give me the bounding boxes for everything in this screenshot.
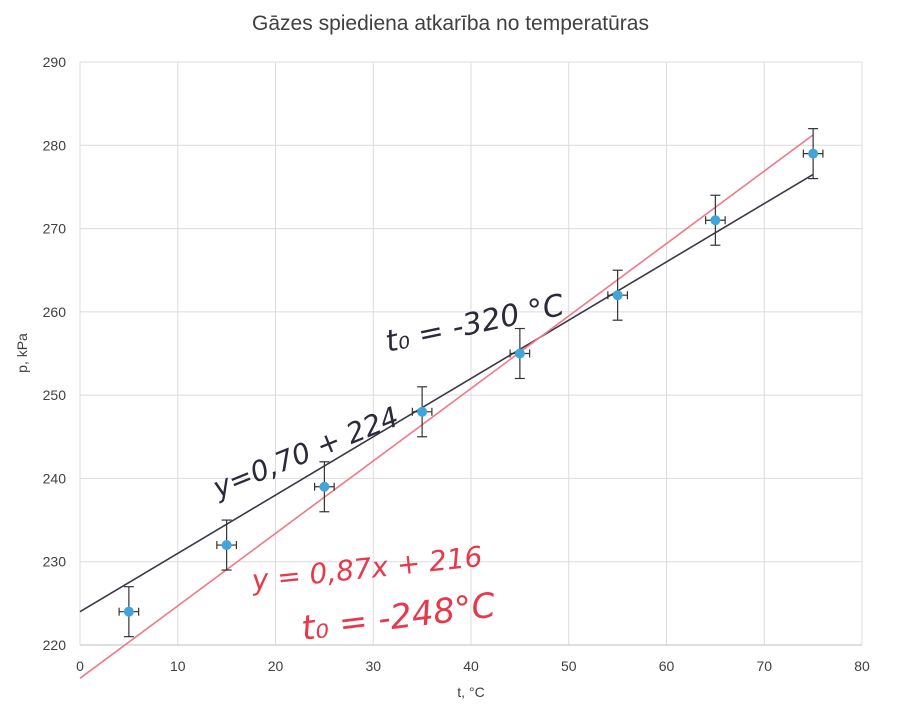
- data-point: [314, 461, 335, 513]
- data-point: [802, 128, 824, 180]
- data-marker: [123, 606, 134, 617]
- data-marker: [319, 481, 330, 492]
- x-tick-label: 10: [170, 658, 186, 674]
- x-tick-label: 40: [463, 658, 479, 674]
- data-marker: [710, 215, 721, 226]
- x-tick-label: 50: [561, 658, 577, 674]
- data-point: [411, 386, 433, 438]
- data-point: [216, 519, 237, 571]
- y-tick-label: 240: [43, 470, 67, 486]
- chart-title: Gāzes spiediena atkarība no temperatūras: [252, 12, 649, 35]
- x-tick-label: 20: [268, 658, 284, 674]
- y-tick-label: 250: [43, 387, 67, 403]
- x-tick-label: 70: [756, 658, 772, 674]
- annotations: y=0,70 + 224 t₀ = -320 °C y = 0,87x + 216t…: [207, 288, 567, 649]
- x-tick-label: 60: [659, 658, 675, 674]
- fit-line: [79, 134, 814, 679]
- x-tick-label: 80: [854, 658, 870, 674]
- y-tick-label: 280: [43, 137, 67, 153]
- data-marker: [808, 148, 819, 159]
- handwritten-annotation: t₀ = -248°C: [299, 585, 498, 648]
- x-axis-label: t, °C: [457, 684, 484, 700]
- y-tick-label: 270: [43, 221, 67, 237]
- grid: [79, 61, 863, 646]
- tick-labels: 220 230 240 250 260 270 280 290 0 10 20 30 40 50 60 70 8…: [43, 54, 870, 674]
- y-tick-label: 260: [43, 304, 67, 320]
- data-marker: [514, 348, 525, 359]
- handwritten-annotation: t₀ = -320 °C: [382, 288, 567, 360]
- x-tick-label: 30: [365, 658, 381, 674]
- data-marker: [417, 406, 428, 417]
- y-tick-label: 220: [43, 637, 67, 653]
- fit-lines: [79, 134, 814, 679]
- y-tick-label: 290: [43, 54, 67, 70]
- data-point: [118, 586, 140, 638]
- data-points: [118, 128, 824, 638]
- fit-line: [79, 173, 814, 613]
- data-point: [607, 269, 629, 321]
- handwritten-annotation: y=0,70 + 224: [207, 400, 403, 505]
- data-marker: [221, 540, 232, 551]
- handwritten-annotation: y = 0,87x + 216: [249, 540, 484, 597]
- data-point: [704, 194, 726, 246]
- y-tick-label: 230: [43, 554, 67, 570]
- x-tick-label: 0: [76, 658, 84, 674]
- data-marker: [612, 290, 623, 301]
- y-axis-label: p, kPa: [14, 333, 30, 373]
- data-point: [509, 327, 531, 380]
